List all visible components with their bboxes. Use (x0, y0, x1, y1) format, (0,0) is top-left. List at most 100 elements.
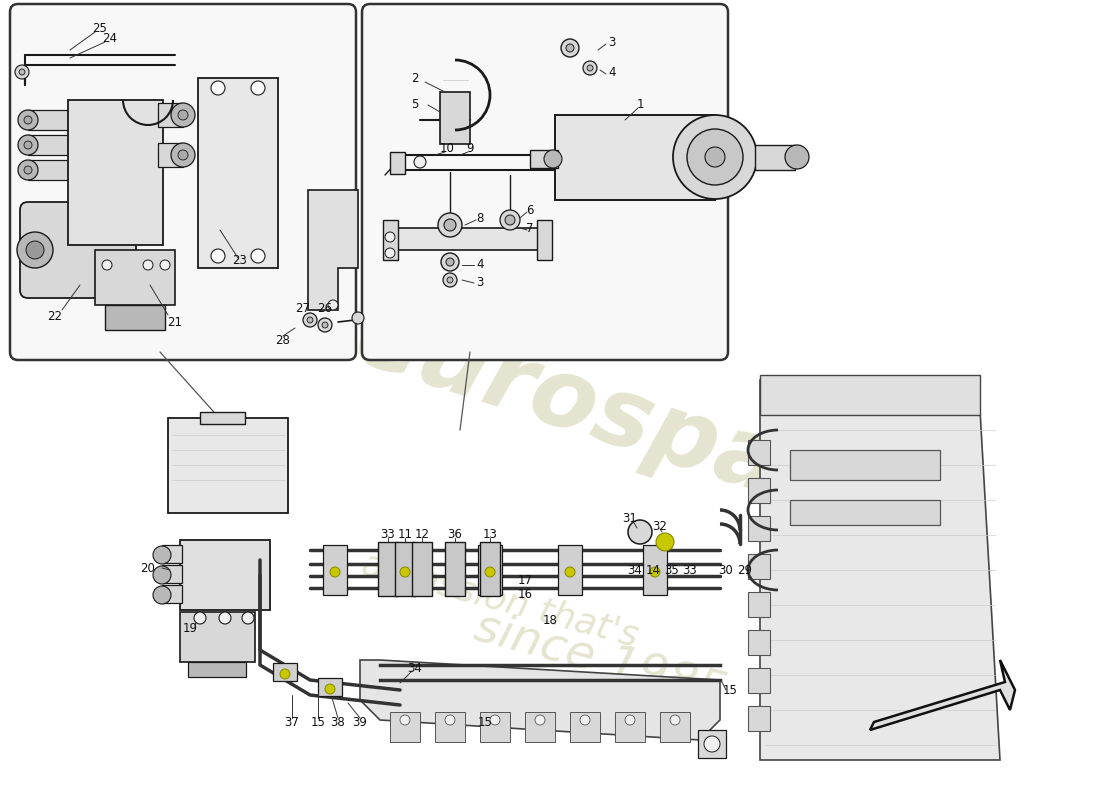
Text: 13: 13 (483, 529, 497, 542)
Text: 15: 15 (723, 683, 737, 697)
Text: 26: 26 (318, 302, 332, 314)
Bar (95, 250, 175, 305)
Bar (748, 630, 770, 655)
Polygon shape (28, 135, 68, 155)
FancyBboxPatch shape (10, 4, 356, 360)
Polygon shape (870, 660, 1015, 730)
Text: 18: 18 (542, 614, 558, 626)
Circle shape (385, 248, 395, 258)
Circle shape (400, 567, 410, 577)
Text: 6: 6 (526, 203, 534, 217)
Text: 1: 1 (636, 98, 644, 111)
Text: 21: 21 (167, 315, 183, 329)
Bar (323, 545, 346, 595)
Bar (790, 500, 940, 525)
Bar (395, 542, 415, 596)
Bar (162, 585, 182, 603)
Text: 35: 35 (664, 563, 680, 577)
Text: 20: 20 (141, 562, 155, 574)
Bar (790, 450, 940, 480)
Circle shape (102, 260, 112, 270)
Text: 34: 34 (628, 563, 642, 577)
Bar (530, 150, 558, 168)
Text: 7: 7 (526, 222, 534, 234)
Text: 4: 4 (608, 66, 616, 78)
Text: 22: 22 (47, 310, 63, 323)
Circle shape (18, 160, 38, 180)
Bar (748, 478, 770, 503)
Text: 15: 15 (477, 715, 493, 729)
Text: 23: 23 (232, 254, 248, 266)
Circle shape (18, 135, 38, 155)
Circle shape (211, 249, 226, 263)
Bar (390, 152, 405, 174)
Circle shape (673, 115, 757, 199)
Text: 33: 33 (381, 529, 395, 542)
Bar (755, 145, 795, 170)
Bar (180, 612, 255, 662)
Circle shape (18, 110, 38, 130)
Bar (748, 516, 770, 541)
Circle shape (330, 567, 340, 577)
Circle shape (583, 61, 597, 75)
Bar (68, 100, 163, 245)
Circle shape (544, 150, 562, 168)
Bar (162, 565, 182, 583)
Circle shape (16, 232, 53, 268)
Circle shape (143, 260, 153, 270)
Text: 37: 37 (285, 715, 299, 729)
Circle shape (414, 156, 426, 168)
Circle shape (19, 69, 25, 75)
Bar (698, 730, 726, 758)
Polygon shape (308, 190, 358, 310)
Circle shape (444, 219, 456, 231)
Bar (180, 540, 270, 610)
Circle shape (26, 241, 44, 259)
Circle shape (438, 213, 462, 237)
Circle shape (656, 533, 674, 551)
Circle shape (447, 277, 453, 283)
Bar (200, 412, 245, 424)
Circle shape (322, 322, 328, 328)
Circle shape (566, 44, 574, 52)
Text: 17: 17 (517, 574, 532, 586)
Circle shape (219, 612, 231, 624)
Text: 12: 12 (415, 529, 429, 542)
Bar (158, 103, 183, 127)
Bar (748, 554, 770, 579)
Circle shape (280, 669, 290, 679)
Bar (570, 712, 600, 742)
Circle shape (242, 612, 254, 624)
Text: 8: 8 (476, 211, 484, 225)
FancyBboxPatch shape (20, 202, 136, 298)
Text: 16: 16 (517, 589, 532, 602)
Bar (644, 545, 667, 595)
Circle shape (194, 612, 206, 624)
Circle shape (505, 215, 515, 225)
Bar (168, 418, 288, 513)
Bar (525, 712, 556, 742)
Circle shape (170, 143, 195, 167)
Circle shape (24, 116, 32, 124)
Bar (748, 706, 770, 731)
Text: 19: 19 (183, 622, 198, 634)
Circle shape (650, 567, 660, 577)
Circle shape (318, 318, 332, 332)
Text: 29: 29 (737, 563, 752, 577)
Circle shape (670, 715, 680, 725)
Bar (748, 592, 770, 617)
Bar (537, 220, 552, 260)
Bar (390, 228, 540, 250)
Circle shape (628, 520, 652, 544)
Circle shape (307, 317, 314, 323)
Circle shape (705, 147, 725, 167)
Circle shape (587, 65, 593, 71)
Text: 14: 14 (646, 563, 660, 577)
Bar (158, 143, 183, 167)
Bar (748, 440, 770, 465)
Circle shape (24, 141, 32, 149)
Circle shape (211, 81, 226, 95)
Circle shape (625, 715, 635, 725)
Text: 3: 3 (476, 277, 484, 290)
Circle shape (170, 103, 195, 127)
